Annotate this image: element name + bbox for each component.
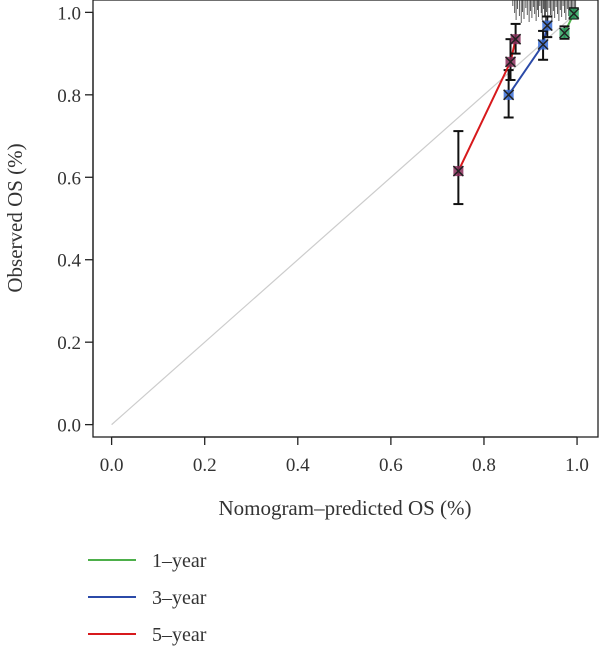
- point-cross-marker: [504, 56, 517, 68]
- x-tick-label: 0.0: [100, 455, 124, 476]
- x-axis: 0.0 0.2 0.4 0.6 0.8 1.0: [100, 436, 589, 476]
- y-tick-label: 0.6: [57, 168, 81, 189]
- series-3: [452, 22, 522, 206]
- legend-label: 3–year: [152, 587, 207, 609]
- legend: 1–year 3–year 5–year: [88, 550, 207, 646]
- legend-label: 5–year: [152, 624, 207, 646]
- point-cross-marker: [452, 165, 464, 177]
- series-group: [452, 7, 580, 206]
- legend-label: 1–year: [152, 550, 207, 572]
- point-cross-marker: [541, 20, 553, 32]
- y-tick-label: 0.0: [57, 416, 81, 437]
- series-1: [558, 7, 580, 40]
- point-cross-marker: [568, 8, 580, 20]
- y-tick-label: 0.4: [57, 251, 81, 272]
- y-axis: 0.0 0.2 0.4 0.6 0.8 1.0: [57, 3, 94, 437]
- x-axis-title: Nomogram–predicted OS (%): [218, 496, 471, 520]
- plot-frame: [92, 0, 599, 438]
- point-cross-marker: [558, 27, 571, 39]
- y-tick-label: 0.8: [57, 86, 81, 107]
- x-tick-label: 0.8: [472, 455, 496, 476]
- point-cross-marker: [510, 33, 522, 45]
- y-axis-title: Observed OS (%): [3, 143, 27, 292]
- x-tick-label: 0.4: [286, 455, 310, 476]
- series-2: [503, 15, 553, 119]
- y-tick-label: 0.2: [57, 333, 81, 354]
- x-tick-label: 0.6: [379, 455, 403, 476]
- rug-marks: [512, 0, 577, 23]
- point-cross-marker: [537, 38, 549, 51]
- x-tick-label: 1.0: [565, 455, 589, 476]
- point-cross-marker: [503, 89, 515, 101]
- reference-diagonal: [111, 11, 578, 426]
- x-tick-label: 0.2: [193, 455, 217, 476]
- y-tick-label: 1.0: [57, 3, 81, 24]
